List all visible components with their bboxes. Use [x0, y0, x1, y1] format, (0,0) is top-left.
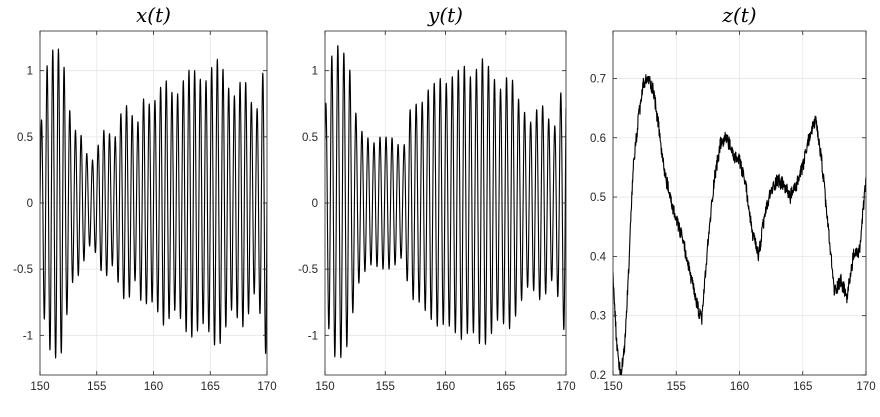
x-tick-label: 160 — [730, 381, 749, 393]
panel-title: y(t) — [427, 3, 463, 27]
y-tick-label: 0.7 — [590, 73, 606, 85]
series-line — [325, 45, 566, 359]
y-tick-label: 0 — [312, 198, 318, 210]
y-tick-label: 1 — [312, 66, 318, 78]
y-tick-label: -0.5 — [13, 264, 33, 276]
y-tick-label: 0.5 — [302, 132, 318, 144]
x-tick-label: 170 — [856, 381, 875, 393]
x-tick-label: 150 — [30, 381, 49, 393]
x-tick-label: 170 — [257, 381, 276, 393]
x-tick-label: 165 — [201, 381, 220, 393]
y-tick-label: 0.5 — [590, 192, 606, 204]
panel-title: x(t) — [136, 3, 171, 27]
y-tick-label: 1 — [27, 66, 33, 78]
x-tick-label: 150 — [315, 381, 334, 393]
panel-y: 150 155 160 165 170 -1 -0.5 0 0.5 1 y(t) — [298, 3, 575, 393]
panel-z: 150 155 160 165 170 0.2 0.3 0.4 0.5 0.6 0.7 z(t) — [590, 3, 876, 393]
y-tick-label: -1 — [308, 330, 318, 342]
y-tick-label: 0.2 — [590, 370, 606, 382]
x-tick-label: 160 — [436, 381, 455, 393]
y-tick-label: 0 — [27, 198, 33, 210]
x-tick-label: 160 — [144, 381, 163, 393]
y-tick-label: 0.6 — [590, 133, 606, 145]
x-tick-label: 165 — [793, 381, 812, 393]
x-tick-label: 155 — [87, 381, 106, 393]
panel-x: 150 155 160 165 170 -1 -0.5 0 0.5 1 x(t) — [13, 3, 276, 393]
y-tick-label: 0.3 — [590, 311, 606, 323]
x-tick-label: 150 — [603, 381, 622, 393]
series-line — [40, 48, 267, 359]
y-tick-label: 0.5 — [17, 132, 33, 144]
x-tick-label: 165 — [496, 381, 515, 393]
y-tick-label: 0.4 — [590, 251, 607, 263]
series-line — [613, 74, 866, 375]
x-tick-label: 155 — [667, 381, 686, 393]
x-tick-label: 170 — [556, 381, 575, 393]
y-tick-label: -0.5 — [298, 264, 318, 276]
x-tick-label: 155 — [376, 381, 395, 393]
panel-title: z(t) — [721, 3, 756, 27]
y-tick-label: -1 — [23, 330, 33, 342]
